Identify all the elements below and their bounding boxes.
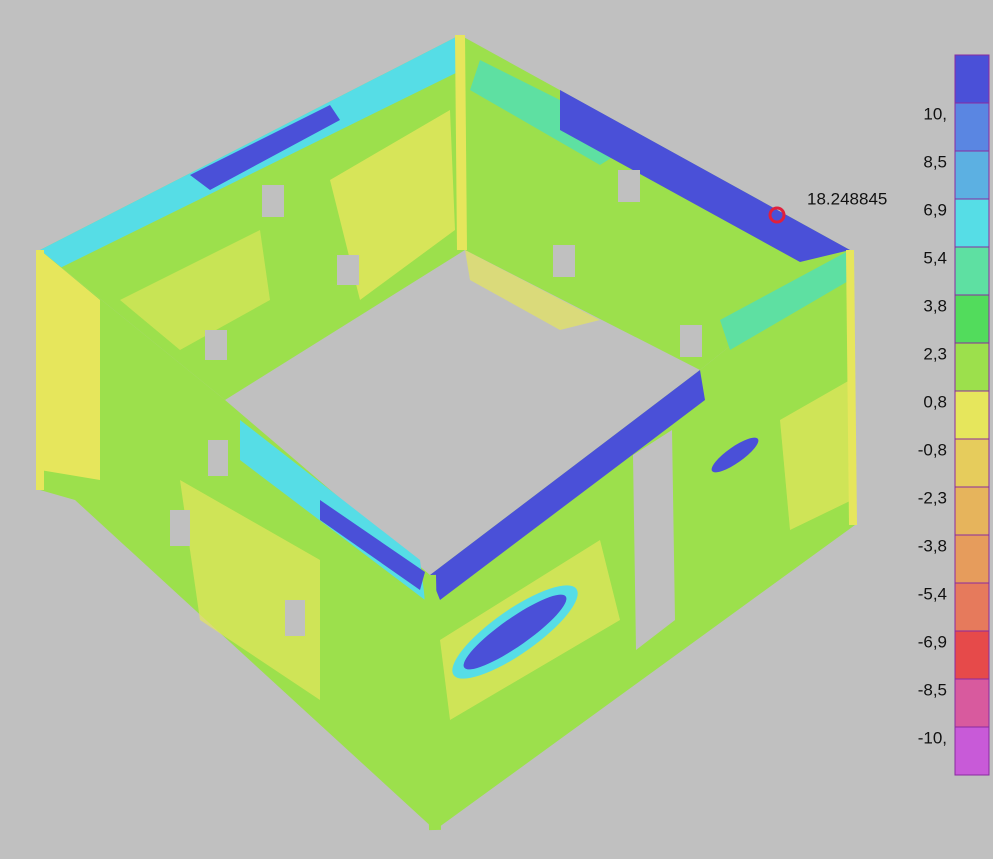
legend-label: -5,4	[918, 584, 947, 603]
opening	[285, 600, 305, 636]
page: 10, 8,5 6,9 5,4 3,8 2,3 0,8 -0,8 -2,3 -3,8 -5,4 -6,…	[0, 0, 993, 859]
legend-swatch	[955, 391, 989, 439]
opening	[208, 440, 228, 476]
legend-swatch	[955, 247, 989, 295]
legend-swatch	[955, 343, 989, 391]
legend-label: -0,8	[918, 440, 947, 459]
legend-label: 2,3	[923, 344, 947, 363]
legend-swatch	[955, 439, 989, 487]
legend-swatch	[955, 535, 989, 583]
legend-swatch	[955, 199, 989, 247]
legend-label: 0,8	[923, 392, 947, 411]
legend-swatch	[955, 631, 989, 679]
legend-label: -6,9	[918, 632, 947, 651]
legend-label: -2,3	[918, 488, 947, 507]
legend-swatch	[955, 487, 989, 535]
column	[430, 575, 435, 830]
legend-label: 10,	[923, 104, 947, 123]
legend-label: 6,9	[923, 200, 947, 219]
legend-label: 5,4	[923, 248, 947, 267]
legend-swatch	[955, 727, 989, 775]
legend-swatch	[955, 295, 989, 343]
legend-label: 3,8	[923, 296, 947, 315]
legend-swatch	[955, 103, 989, 151]
column	[460, 35, 462, 250]
legend-swatch	[955, 151, 989, 199]
legend-label: 8,5	[923, 152, 947, 171]
opening	[337, 255, 359, 285]
legend-label: -10,	[918, 728, 947, 747]
opening	[262, 185, 284, 217]
result-view: 10, 8,5 6,9 5,4 3,8 2,3 0,8 -0,8 -2,3 -3,8 -5,4 -6,…	[0, 0, 993, 859]
legend-swatch	[955, 583, 989, 631]
legend-swatch	[955, 55, 989, 103]
opening	[618, 170, 640, 202]
opening	[553, 245, 575, 277]
opening	[170, 510, 190, 546]
opening	[205, 330, 227, 360]
column	[850, 250, 853, 525]
legend-label: -8,5	[918, 680, 947, 699]
opening	[633, 430, 675, 650]
legend-label: -3,8	[918, 536, 947, 555]
legend-swatch	[955, 679, 989, 727]
opening	[680, 325, 702, 357]
max-annotation: 18.248845	[807, 189, 887, 208]
